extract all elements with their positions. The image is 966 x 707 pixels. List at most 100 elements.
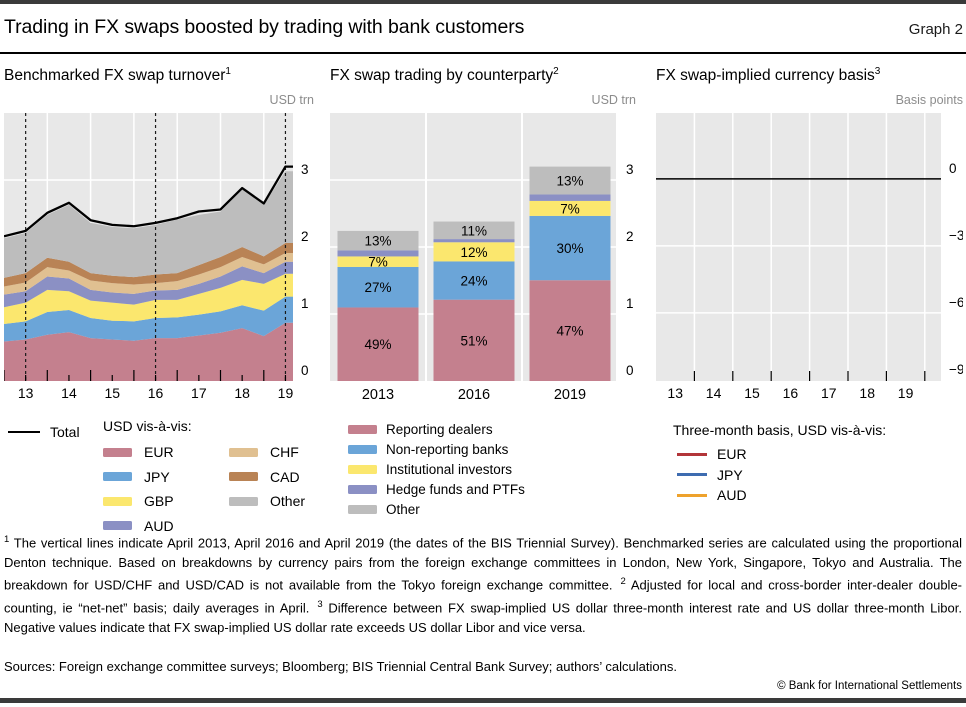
legend-item-total: Total — [8, 424, 80, 440]
axis-label: 51% — [460, 333, 487, 348]
axis-label: 16 — [148, 385, 164, 401]
axis-label: 30% — [556, 241, 583, 256]
axis-label: 15 — [104, 385, 120, 401]
axis-label: −30 — [949, 228, 963, 243]
axis-label: 14 — [61, 385, 77, 401]
bar-segment — [529, 194, 611, 201]
axis-label: 47% — [556, 324, 583, 339]
area-other — [4, 171, 293, 278]
axis-label: 7% — [560, 201, 580, 216]
bar-segment — [529, 280, 611, 381]
axis-label: 17 — [191, 385, 207, 401]
bar-segment — [433, 261, 515, 300]
axis-label: 2019 — [554, 387, 586, 403]
legend-label-chf: CHF — [270, 444, 299, 461]
legend-item-basis-jpy: JPY — [677, 465, 886, 486]
area-aud — [4, 261, 293, 308]
gbp-swatch — [103, 496, 132, 506]
axis-label: 17 — [821, 385, 837, 401]
panel1-title: Benchmarked FX swap turnover1 — [4, 66, 231, 85]
bar-segment — [529, 166, 611, 195]
copyright-line: © Bank for International Settlements — [777, 680, 962, 692]
axis-label: 16 — [783, 385, 799, 401]
legend-label-non-reporting-banks: Non-reporting banks — [386, 441, 509, 457]
panel1-footnote-marker: 1 — [225, 66, 231, 77]
axis-label: 3 — [301, 162, 309, 177]
legend-item-basis-eur: EUR — [677, 444, 886, 465]
total-line-swatch — [8, 430, 40, 434]
legend-label-basis-jpy: JPY — [717, 466, 743, 483]
top-rule — [0, 0, 966, 4]
legend-label-hedge-funds: Hedge funds and PTFs — [386, 481, 525, 497]
axis-label: 7% — [368, 255, 388, 270]
axis-label: 14 — [706, 385, 722, 401]
legend-item-other-counterparty: Other — [348, 499, 525, 519]
axis-label: 15 — [744, 385, 760, 401]
bar-segment — [337, 266, 419, 308]
axis-label: 24% — [460, 274, 487, 289]
bar-segment — [337, 256, 419, 267]
axis-label: −90 — [949, 362, 963, 377]
title-divider — [0, 52, 966, 54]
footnote-1-text: The vertical lines indicate April 2013, … — [4, 535, 962, 593]
axis-label: −60 — [949, 295, 963, 310]
axis-label: 12% — [460, 245, 487, 260]
panel2-unit-label: USD trn — [591, 93, 636, 107]
axis-label: 1 — [626, 296, 634, 311]
legend-item-hedge-funds: Hedge funds and PTFs — [348, 479, 525, 499]
legend-heading-basis: Three-month basis, USD vis-à-vis: — [673, 422, 887, 438]
jpy-line-swatch — [677, 473, 707, 477]
bar-segment — [433, 242, 515, 262]
legend-label-reporting-dealers: Reporting dealers — [386, 421, 493, 437]
legend-label-basis-aud: AUD — [717, 487, 747, 504]
legend-item-gbp: GBP — [103, 489, 229, 514]
axis-label: 18 — [859, 385, 875, 401]
legend-item-basis-aud: AUD — [677, 485, 886, 506]
bar-segment — [337, 250, 419, 257]
axis-label: 49% — [364, 337, 391, 352]
other-counterparty-swatch — [348, 504, 377, 514]
axis-label: 2 — [626, 229, 634, 244]
panel2-title: FX swap trading by counterparty2 — [330, 66, 559, 85]
bar-segment — [337, 230, 419, 251]
graph-number-label: Graph 2 — [908, 21, 963, 38]
chf-swatch — [229, 447, 258, 457]
axis-label: 18 — [234, 385, 250, 401]
legend-item-chf: CHF — [229, 440, 355, 465]
axis-label: 2 — [301, 229, 309, 244]
axis-label: 27% — [364, 280, 391, 295]
panel3-footnote-marker: 3 — [874, 66, 881, 77]
total-line — [4, 165, 293, 238]
currency-legend-grid: EUR JPY GBP AUD CHF CAD Other — [103, 440, 314, 538]
bar-segment — [433, 221, 515, 240]
footnote-3-text: Difference between FX swap-implied US do… — [4, 600, 962, 635]
legend-label-total: Total — [50, 424, 80, 440]
legend-label-aud: AUD — [144, 517, 174, 534]
axis-label: 13 — [667, 385, 683, 401]
legend-label-jpy: JPY — [144, 468, 170, 485]
legend-label-basis-eur: EUR — [717, 446, 747, 463]
legend-item-eur: EUR — [103, 440, 229, 465]
currency-basis-line-chart: 0 −30 −60 −90 13 14 15 16 17 18 19 — [656, 113, 963, 401]
legend-label-institutional-investors: Institutional investors — [386, 461, 513, 477]
panel1-unit-label: USD trn — [269, 93, 314, 107]
axis-label: 11% — [461, 223, 487, 238]
currency-legend-block: USD vis-à-vis: EUR JPY GBP AUD CHF CAD O… — [103, 418, 314, 538]
legend-item-jpy: JPY — [103, 465, 229, 490]
eur-line-swatch — [677, 452, 707, 456]
footnote-2-marker: 2 — [620, 576, 626, 588]
axis-label: 13% — [364, 234, 391, 249]
bottom-rule — [0, 698, 966, 703]
axis-label: 2016 — [458, 387, 490, 403]
legend-item-non-reporting-banks: Non-reporting banks — [348, 439, 525, 459]
panel3-title: FX swap-implied currency basis3 — [656, 66, 881, 85]
hedge-funds-swatch — [348, 484, 377, 494]
footnote-1-marker: 1 — [4, 534, 10, 545]
bar-segment — [337, 307, 419, 381]
bar-segment — [529, 215, 611, 281]
fx-swap-turnover-area-chart: 0 1 2 3 13 14 15 16 17 18 19 — [4, 113, 309, 401]
panel3-legend: Three-month basis, USD vis-à-vis: EUR JP… — [673, 422, 886, 506]
legend-heading-usd: USD vis-à-vis: — [103, 418, 192, 434]
legend-label-other-counterparty: Other — [386, 501, 420, 517]
